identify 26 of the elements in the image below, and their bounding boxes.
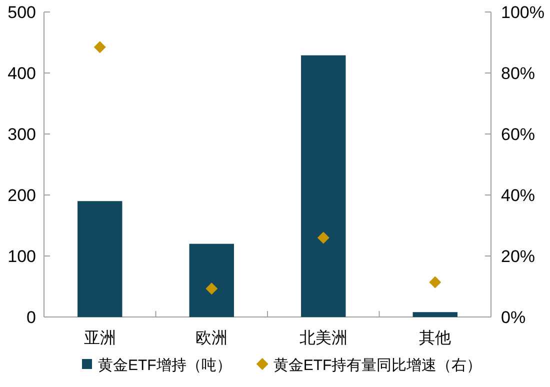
legend-label: 黄金ETF增持（吨） bbox=[98, 357, 232, 374]
x-tick-label: 亚洲 bbox=[84, 329, 116, 347]
y-tick-label: 500 bbox=[8, 3, 36, 22]
bar bbox=[189, 244, 234, 317]
bar bbox=[412, 312, 458, 317]
y-tick-label: 100 bbox=[8, 247, 36, 266]
point bbox=[317, 232, 330, 244]
point bbox=[429, 276, 442, 288]
y2-tick-label: 20% bbox=[501, 247, 536, 266]
bar bbox=[301, 55, 346, 317]
y2-tick-label: 40% bbox=[501, 186, 536, 205]
y2-tick-label: 100% bbox=[501, 3, 544, 22]
x-tick-label: 北美洲 bbox=[299, 329, 348, 347]
y2-tick-label: 80% bbox=[501, 64, 536, 83]
bar bbox=[78, 201, 122, 317]
y2-tick-label: 60% bbox=[501, 125, 536, 144]
y2-tick-label: 0% bbox=[501, 308, 526, 327]
y-tick-label: 0 bbox=[26, 308, 36, 327]
point bbox=[206, 282, 218, 295]
x-tick-label: 欧洲 bbox=[196, 329, 228, 347]
point bbox=[94, 41, 106, 54]
y-tick-label: 400 bbox=[8, 64, 36, 83]
x-tick-label: 其他 bbox=[419, 329, 452, 347]
legend-label: 黄金ETF持有量同比增速（右） bbox=[273, 357, 482, 374]
y-tick-label: 200 bbox=[8, 186, 36, 205]
y-tick-label: 300 bbox=[8, 125, 36, 144]
